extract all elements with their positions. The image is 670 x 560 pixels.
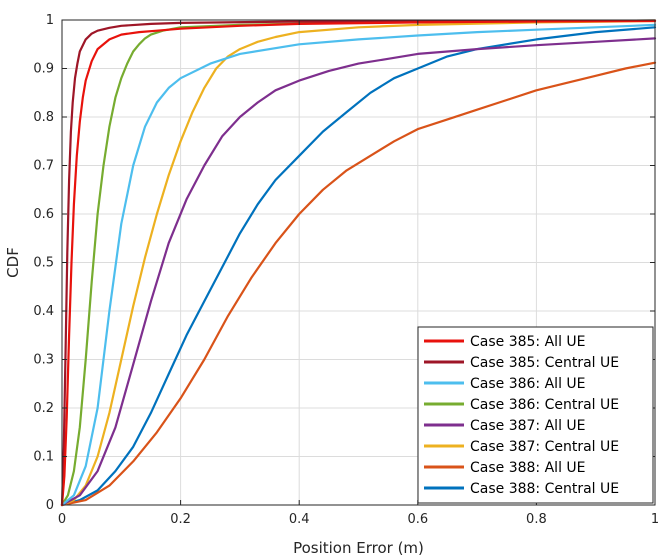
series-line bbox=[60, 19, 657, 507]
legend-label: Case 388: All UE bbox=[470, 460, 586, 476]
y-tick-label: 0.5 bbox=[33, 256, 54, 271]
series-line bbox=[60, 23, 657, 507]
legend-label: Case 386: Central UE bbox=[470, 397, 619, 413]
series-line bbox=[60, 61, 657, 507]
y-tick-label: 0.4 bbox=[33, 304, 54, 319]
y-tick-label: 0.1 bbox=[33, 450, 54, 465]
legend-box bbox=[417, 326, 654, 504]
y-tick-label: 0 bbox=[46, 498, 54, 513]
series-line bbox=[60, 37, 657, 507]
series-lines bbox=[60, 19, 657, 507]
y-tick-label: 0.8 bbox=[33, 110, 54, 125]
series-line bbox=[60, 26, 657, 507]
y-tick-label: 0.6 bbox=[33, 207, 54, 222]
y-tick-label: 0.9 bbox=[33, 62, 54, 77]
x-tick-labels: 0 0.2 0.4 0.6 0.8 1 bbox=[58, 512, 659, 527]
y-tick-labels: 0 0.1 0.2 0.3 0.4 0.5 0.6 0.7 0.8 0.9 1 bbox=[33, 13, 54, 513]
legend-label: Case 387: Central UE bbox=[470, 439, 619, 455]
y-tick-label: 0.7 bbox=[33, 159, 54, 174]
legend-label: Case 387: All UE bbox=[470, 418, 586, 434]
y-tick-label: 1 bbox=[46, 13, 54, 28]
x-tick-label: 0.8 bbox=[526, 512, 547, 527]
legend-label: Case 386: All UE bbox=[470, 376, 586, 392]
x-tick-label: 1 bbox=[651, 512, 659, 527]
legend-label: Case 388: Central UE bbox=[470, 481, 619, 497]
x-tick-label: 0.2 bbox=[170, 512, 191, 527]
y-axis-label: CDF bbox=[4, 247, 22, 278]
legend-label: Case 385: All UE bbox=[470, 334, 586, 350]
y-tick-label: 0.2 bbox=[33, 401, 54, 416]
x-axis-label: Position Error (m) bbox=[293, 539, 424, 557]
y-tick-label: 0.3 bbox=[33, 353, 54, 368]
legend: Case 385: All UE Case 385: Central UE Case… bbox=[417, 326, 654, 504]
series-line bbox=[60, 19, 657, 507]
x-tick-label: 0.4 bbox=[289, 512, 310, 527]
x-tick-label: 0.6 bbox=[407, 512, 428, 527]
series-line bbox=[60, 19, 657, 507]
x-tick-label: 0 bbox=[58, 512, 66, 527]
legend-label: Case 385: Central UE bbox=[470, 355, 619, 371]
